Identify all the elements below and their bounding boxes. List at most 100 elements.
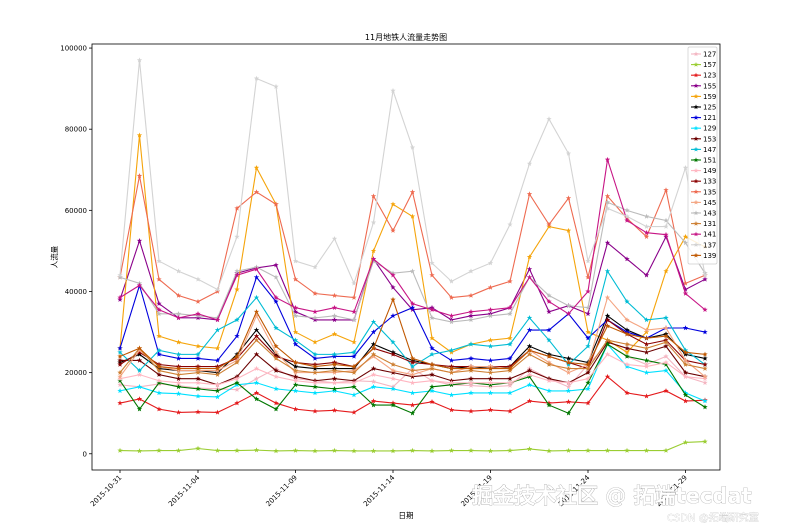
data-point (507, 335, 513, 341)
data-point (195, 365, 201, 371)
data-point (331, 369, 338, 375)
data-point (312, 408, 318, 414)
data-point (507, 355, 513, 361)
data-point (702, 438, 708, 444)
data-point (156, 367, 162, 373)
data-point (624, 390, 630, 396)
legend-label: 125 (703, 104, 716, 112)
data-point (253, 337, 260, 343)
data-point (390, 284, 396, 290)
data-point (585, 329, 591, 335)
data-point (292, 341, 299, 347)
watermark-sub: CSDN @拓端研究室 (667, 511, 759, 524)
series-157 (117, 438, 708, 454)
data-point (507, 367, 513, 373)
data-point (234, 400, 240, 406)
data-point (624, 341, 630, 347)
data-point (702, 329, 708, 335)
data-point (156, 390, 162, 396)
data-point (370, 448, 377, 454)
data-point (702, 375, 708, 381)
data-point (409, 390, 416, 396)
data-point (624, 213, 630, 219)
data-point (604, 341, 611, 347)
data-point (643, 341, 650, 347)
data-point (136, 367, 143, 373)
data-point (312, 315, 318, 321)
data-point (214, 371, 221, 377)
data-point (682, 392, 689, 398)
data-point (234, 333, 240, 339)
data-point (468, 313, 474, 319)
data-point (331, 235, 338, 242)
data-point (117, 361, 123, 367)
data-point (663, 367, 669, 373)
data-point (487, 337, 494, 343)
data-point (292, 313, 299, 319)
legend-label: 123 (703, 72, 716, 80)
data-point (526, 347, 533, 353)
data-point (487, 382, 494, 388)
data-point (526, 327, 533, 333)
series-137 (117, 57, 708, 292)
data-point (448, 357, 455, 363)
data-point (253, 327, 260, 333)
data-point (409, 144, 416, 150)
data-point (526, 343, 533, 349)
data-point (663, 315, 669, 321)
data-point (175, 409, 182, 415)
data-point (117, 375, 123, 381)
data-point (273, 355, 279, 361)
data-point (331, 331, 338, 337)
data-point (175, 268, 182, 274)
data-point (702, 276, 708, 282)
data-point (546, 388, 552, 394)
data-point (624, 361, 630, 367)
data-point (507, 408, 513, 414)
data-point (468, 390, 474, 396)
data-point (468, 317, 474, 323)
data-point (409, 371, 416, 377)
watermark-main: 掘金技术社区 @ 拓端tecdat (472, 484, 752, 508)
data-point (585, 447, 591, 453)
legend-marker (693, 104, 699, 110)
legend: 127 157 123 155 159 125 121 129 153 147 151 149 133 1… (687, 46, 718, 265)
data-point (292, 329, 299, 335)
data-point (409, 304, 416, 310)
data-point (214, 317, 221, 323)
data-point (370, 402, 377, 408)
data-point (624, 217, 630, 223)
y-axis-label: 人流量 (49, 245, 59, 268)
data-point (253, 164, 260, 171)
data-point (682, 398, 689, 404)
data-point (546, 327, 552, 333)
data-point (312, 365, 318, 371)
data-point (507, 379, 513, 386)
data-point (117, 294, 123, 300)
data-point (526, 398, 533, 404)
data-point (156, 351, 162, 357)
data-point (331, 313, 338, 319)
data-point (429, 371, 435, 377)
data-point (526, 371, 533, 377)
data-point (195, 369, 201, 375)
data-point (136, 448, 143, 454)
data-point (507, 375, 513, 381)
data-point (136, 57, 143, 63)
data-point (214, 327, 221, 333)
data-point (273, 298, 279, 304)
data-point (253, 390, 260, 396)
data-point (487, 407, 494, 413)
data-point (643, 345, 650, 351)
data-point (312, 384, 318, 390)
legend-label: 151 (703, 157, 716, 165)
data-point (351, 317, 357, 323)
data-point (663, 388, 669, 394)
data-point (507, 341, 513, 347)
data-point (468, 447, 474, 453)
legend-label: 133 (703, 178, 716, 186)
data-point (702, 351, 708, 357)
data-point (175, 384, 182, 390)
data-point (702, 404, 708, 410)
